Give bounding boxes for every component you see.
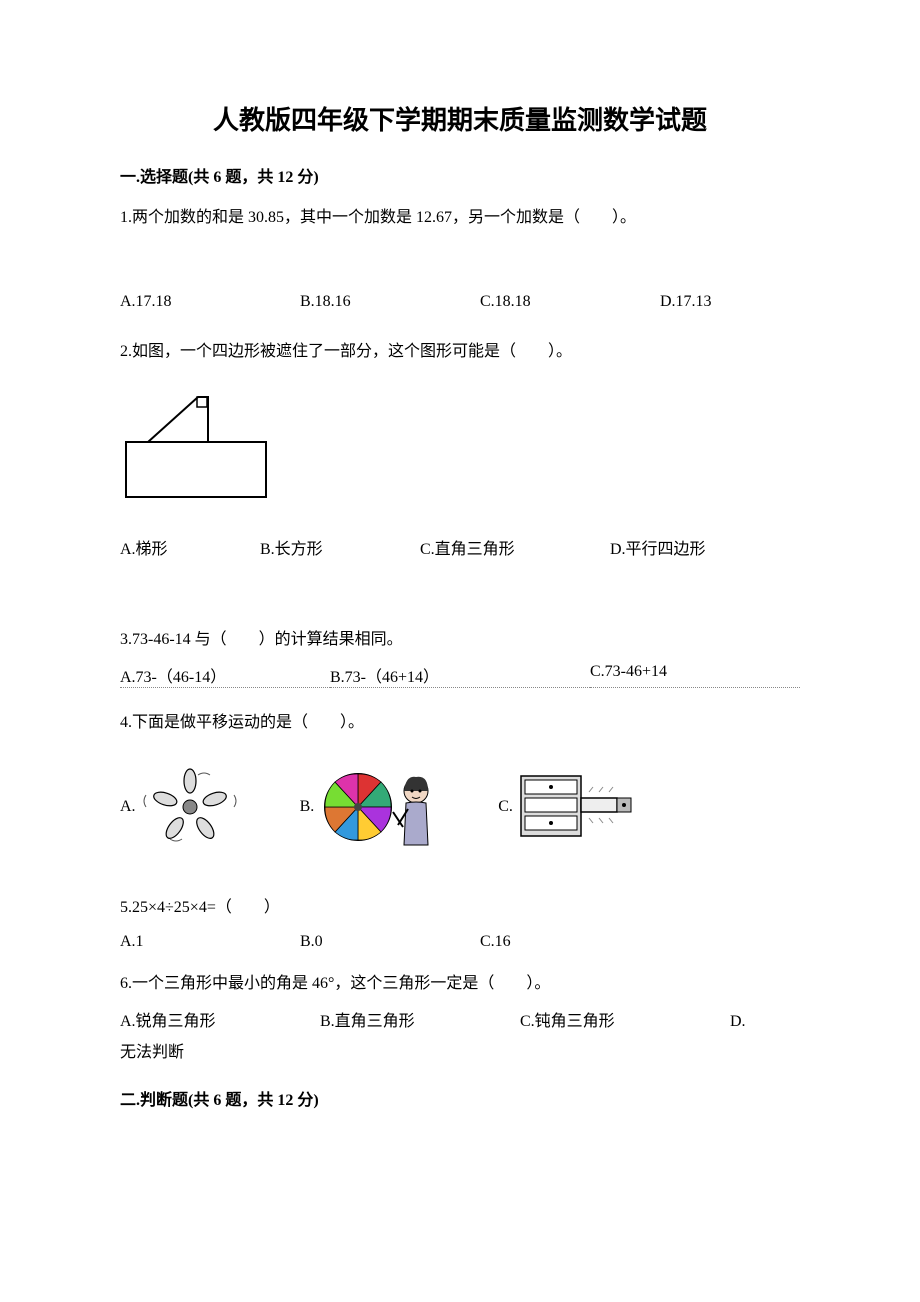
q3-opt-b: B.73-（46+14） [330,663,590,688]
ceiling-fan-icon [140,767,240,847]
spacer [120,253,800,283]
q5-text: 5.25×4÷25×4=（ ） [120,893,800,923]
q1-opt-d: D.17.13 [660,293,712,311]
q2-shape-icon [124,392,274,502]
q1-text: 1.两个加数的和是 30.85，其中一个加数是 12.67，另一个加数是（ ）。 [120,203,800,233]
section-2-info: (共 6 题，共 12 分) [188,1092,319,1109]
q2-text: 2.如图，一个四边形被遮住了一部分，这个图形可能是（ ）。 [120,337,800,367]
spacer [120,867,800,883]
section-1-info: (共 6 题，共 12 分) [188,169,319,186]
page: 人教版四年级下学期期末质量监测数学试题 一.选择题(共 6 题，共 12 分) … [0,0,920,1302]
q2-opt-d: D.平行四边形 [610,535,706,559]
q5-opt-b: B.0 [300,933,480,951]
q6-opt-a: A.锐角三角形 [120,1007,320,1037]
q4-opt-c-label: C. [498,798,513,816]
q1-opt-b: B.18.16 [300,293,480,311]
q1-opt-c: C.18.18 [480,293,660,311]
q6-text: 6.一个三角形中最小的角是 46°，这个三角形一定是（ ）。 [120,969,800,999]
q6-opt-c: C.钝角三角形 [520,1007,730,1037]
q4-fig-c: C. [498,772,637,842]
section-2-header: 二.判断题(共 6 题，共 12 分) [120,1086,800,1110]
q2-opt-c: C.直角三角形 [420,535,610,559]
section-2-prefix: 二.判断题 [120,1092,188,1109]
section-1-header: 一.选择题(共 6 题，共 12 分) [120,163,800,187]
section-1-prefix: 一.选择题 [120,169,188,186]
q3-options: A.73-（46-14） B.73-（46+14） C.73-46+14 [120,663,800,688]
q2-opt-a: A.梯形 [120,535,260,559]
q4-opt-a-label: A. [120,798,136,816]
q3-opt-a: A.73-（46-14） [120,663,330,688]
q1-opt-a: A.17.18 [120,293,300,311]
q5-opt-a: A.1 [120,933,300,951]
q6-options: A.锐角三角形 B.直角三角形 C.钝角三角形 D. 无法判断 [120,1007,800,1068]
q5-options: A.1 B.0 C.16 [120,933,800,951]
page-title: 人教版四年级下学期期末质量监测数学试题 [120,100,800,137]
q2-opt-b: B.长方形 [260,535,420,559]
drawer-icon [517,772,637,842]
q4-opt-b-label: B. [300,798,315,816]
q3-opt-c: C.73-46+14 [590,663,800,688]
q4-fig-a: A. [120,767,240,847]
q3-text: 3.73-46-14 与（ ）的计算结果相同。 [120,625,800,655]
q6-opt-b: B.直角三角形 [320,1007,520,1037]
q6-opt-d-prefix: D. [730,1007,746,1037]
spacer [120,585,800,615]
pinwheel-girl-icon [318,767,438,847]
q4-figures: A. B. [120,767,800,847]
q2-figure [124,392,800,507]
q2-options: A.梯形 B.长方形 C.直角三角形 D.平行四边形 [120,535,800,559]
q5-opt-c: C.16 [480,933,511,951]
q1-options: A.17.18 B.18.16 C.18.18 D.17.13 [120,293,800,311]
q4-text: 4.下面是做平移运动的是（ ）。 [120,708,800,738]
q4-fig-b: B. [300,767,439,847]
q6-opt-d-rest: 无法判断 [120,1038,800,1068]
